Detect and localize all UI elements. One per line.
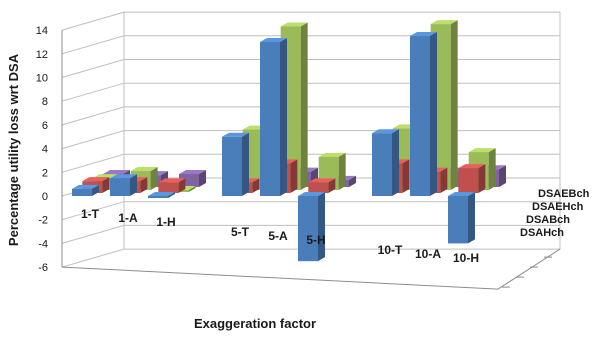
bar-front (448, 196, 468, 243)
bar-front (372, 133, 392, 196)
bar (72, 185, 99, 196)
bar-side (151, 167, 158, 190)
gridline (62, 83, 560, 101)
bar-side (489, 148, 496, 190)
y-tick-label: 2 (42, 167, 48, 179)
bar (372, 129, 399, 196)
bar (158, 178, 185, 193)
bar-front (222, 137, 242, 196)
y-tick-label: 10 (36, 73, 48, 85)
bar-front (72, 189, 92, 196)
bar-side (440, 168, 447, 193)
bar (222, 133, 249, 196)
x-tick-label: 10-H (453, 251, 479, 265)
y-tick-label: 4 (42, 144, 48, 156)
bar (110, 174, 137, 196)
bar-front (308, 182, 328, 193)
series-label: DSABch (526, 214, 570, 226)
bar-side (301, 22, 308, 190)
bar-side (402, 159, 409, 193)
bar-side (392, 129, 399, 196)
series-label: DSAHch (520, 227, 564, 239)
bar-side (280, 38, 287, 196)
series-label: DSAEHch (532, 201, 584, 213)
bar (298, 192, 325, 261)
y-tick-label: 8 (42, 96, 48, 108)
x-tick-label: 1-T (81, 207, 100, 221)
x-tick-label: 10-T (378, 243, 403, 257)
bar-side (478, 164, 485, 193)
gridline (62, 107, 560, 125)
y-tick-label: 0 (42, 191, 48, 203)
y-tick-label: 12 (36, 49, 48, 61)
bar-front (410, 36, 430, 196)
y-tick-label: 14 (36, 25, 48, 37)
gridline (62, 12, 560, 30)
bar-side (290, 159, 297, 193)
bar (260, 38, 287, 196)
bar-front (458, 168, 478, 193)
bar-side (468, 192, 475, 243)
bar-front (110, 178, 130, 196)
bar (458, 164, 485, 193)
gridline (62, 131, 560, 149)
bar (448, 192, 475, 243)
x-tick-label: 1-A (118, 211, 138, 225)
bar-side (430, 32, 437, 196)
x-tick-label: 1-H (156, 215, 175, 229)
y-tick-label: -4 (38, 238, 48, 250)
gridline (62, 36, 560, 54)
y-axis-title: Percentage utility loss wrt DSA (6, 53, 21, 246)
series-label: DSAEBch (538, 188, 590, 200)
bar (308, 178, 335, 193)
bar-side (242, 133, 249, 196)
bar-side (318, 192, 325, 261)
x-tick-label: 5-A (268, 229, 288, 243)
bar-front (298, 196, 318, 261)
bar (410, 32, 437, 196)
y-tick-label: -2 (38, 215, 48, 227)
bar-side (339, 153, 346, 190)
bar-front (148, 196, 168, 198)
x-tick-label: 5-H (306, 233, 325, 247)
label-layer: -6 -4 -2 0 2 4 6 8 10 12 14 1-T 1-A 1-H 5-T 5-A 5-H 10-T 1… (36, 25, 590, 274)
bar (148, 192, 175, 198)
x-tick-label: 5-T (231, 225, 250, 239)
gridline (62, 60, 560, 78)
bar-front (260, 42, 280, 196)
y-tick-label: -6 (38, 262, 48, 274)
y-tick-label: 6 (42, 120, 48, 132)
bar-side (451, 20, 458, 190)
bar-front (158, 182, 178, 193)
x-tick-label: 10-A (415, 247, 441, 261)
x-axis-title: Exaggeration factor (194, 316, 316, 331)
